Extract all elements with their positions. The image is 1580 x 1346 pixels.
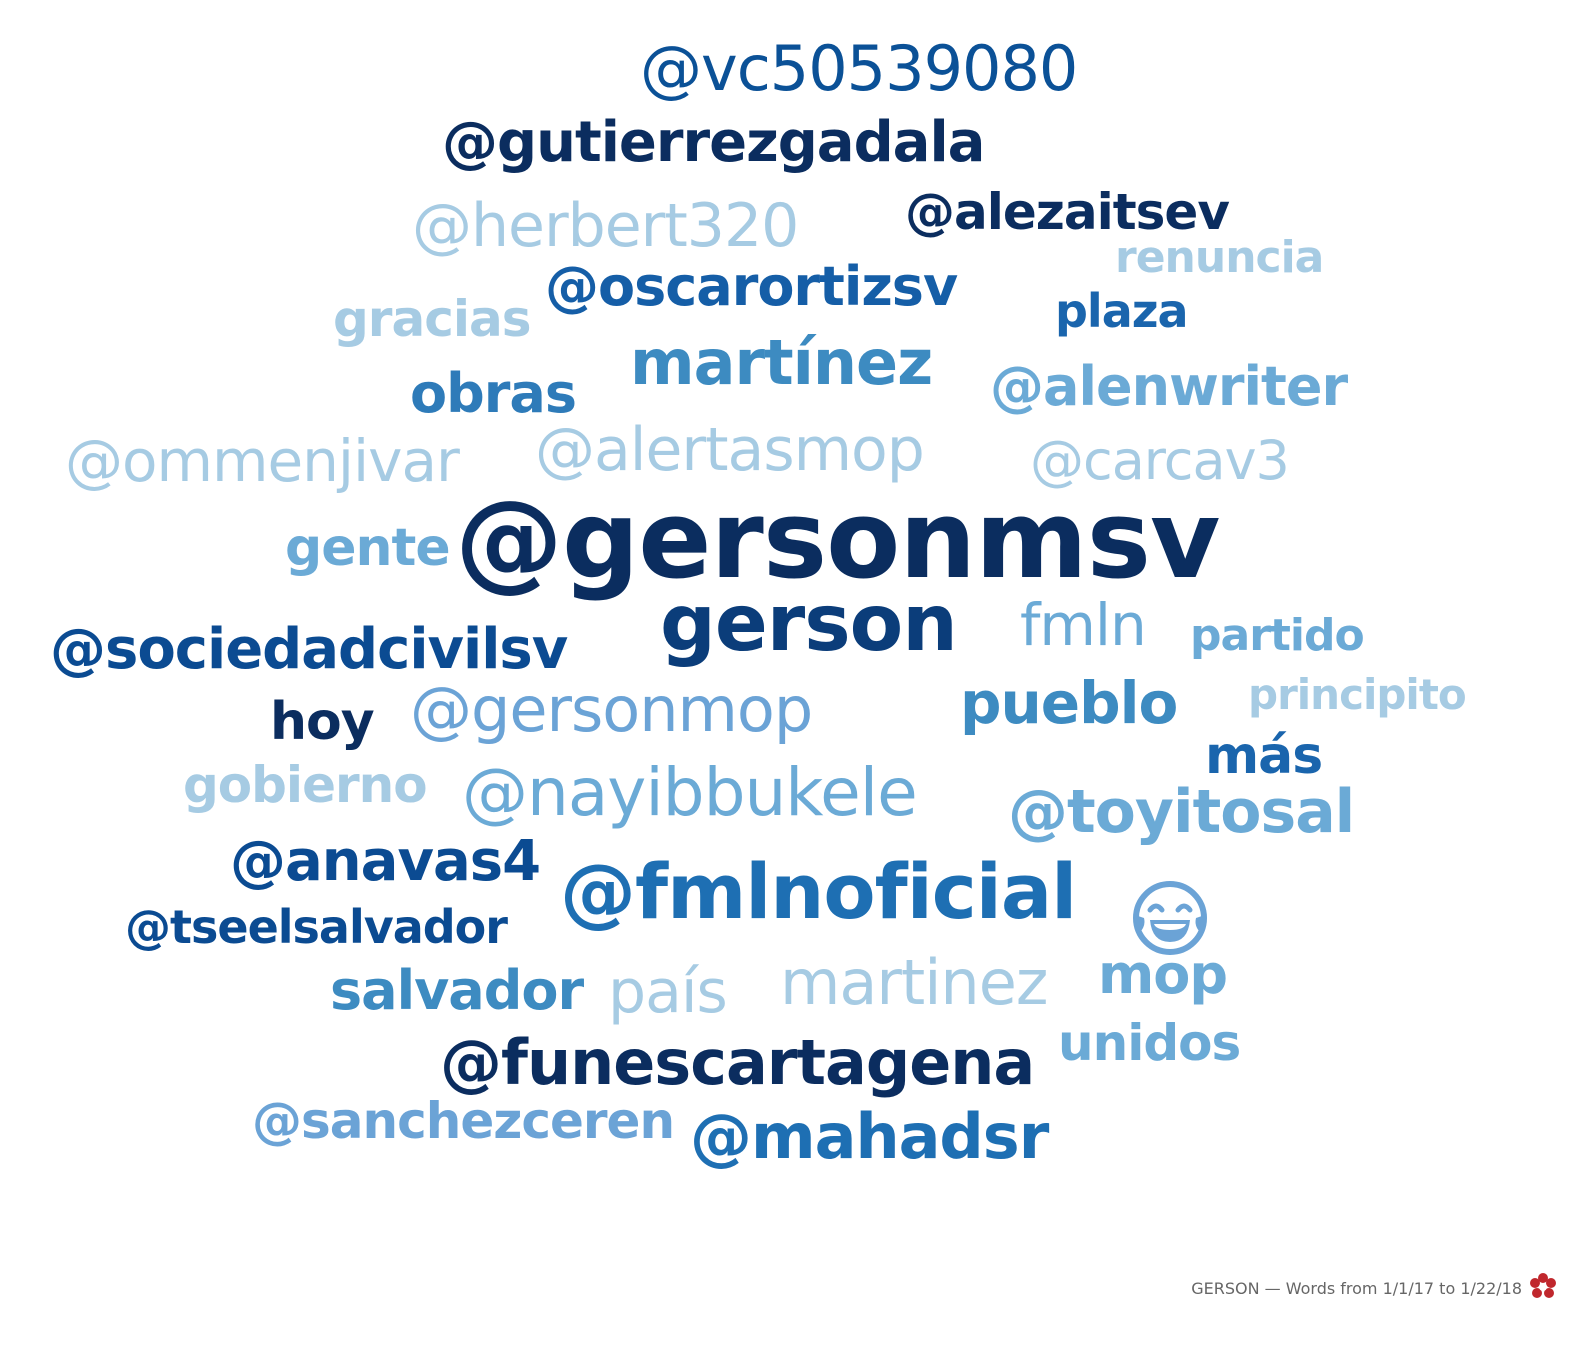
cloud-word: @sociedadcivilsv — [50, 617, 568, 682]
cloud-word: @fmlnoficial — [560, 847, 1077, 936]
footer-caption: GERSON — Words from 1/1/17 to 1/22/18 — [1191, 1279, 1522, 1298]
cloud-word: fmln — [1020, 591, 1147, 659]
cloud-word: @vc50539080 — [640, 32, 1078, 105]
cloud-word: @anavas4 — [230, 829, 541, 894]
cloud-word: @alenwriter — [990, 355, 1348, 418]
cloud-word: @ommenjivar — [65, 427, 460, 495]
cloud-word: plaza — [1055, 284, 1189, 338]
cloud-word: @carcav3 — [1030, 429, 1290, 492]
cloud-word: pueblo — [960, 669, 1178, 737]
cloud-word: unidos — [1058, 1014, 1241, 1072]
cloud-word: @oscarortizsv — [545, 255, 958, 318]
flower-logo-icon — [1530, 1273, 1556, 1298]
cloud-word: @sanchezceren — [252, 1092, 675, 1150]
cloud-word: @herbert320 — [412, 191, 799, 261]
cloud-word: principito — [1248, 670, 1467, 719]
cloud-word: martinez — [780, 946, 1048, 1019]
cloud-word: hoy — [270, 692, 375, 752]
cloud-word: @mahadsr — [690, 1100, 1049, 1173]
cloud-word: @funescartagena — [440, 1026, 1035, 1099]
cloud-word: @toyitosal — [1008, 777, 1355, 847]
cloud-word: martínez — [630, 326, 933, 399]
cloud-word: gobierno — [183, 756, 428, 814]
cloud-word: gracias — [333, 290, 531, 348]
cloud-word: @gersonmop — [410, 673, 813, 746]
cloud-word: mop — [1098, 943, 1228, 1006]
cloud-word: @tseelsalvador — [125, 900, 508, 954]
face-with-tears-of-joy-icon — [1133, 881, 1207, 955]
cloud-word: gerson — [660, 579, 958, 669]
cloud-word: obras — [410, 362, 577, 425]
cloud-word: @nayibbukele — [462, 754, 918, 831]
cloud-word: país — [608, 957, 728, 1027]
cloud-word: salvador — [330, 959, 584, 1022]
cloud-word: @gersonmsv — [455, 478, 1220, 603]
cloud-word: más — [1205, 726, 1323, 786]
cloud-word: @alertasmop — [535, 415, 925, 485]
cloud-word: @gutierrezgadala — [442, 110, 985, 175]
cloud-word: renuncia — [1115, 232, 1324, 283]
cloud-word: gente — [285, 518, 451, 578]
cloud-word: @alezaitsev — [905, 183, 1230, 241]
cloud-word: partido — [1190, 610, 1365, 661]
